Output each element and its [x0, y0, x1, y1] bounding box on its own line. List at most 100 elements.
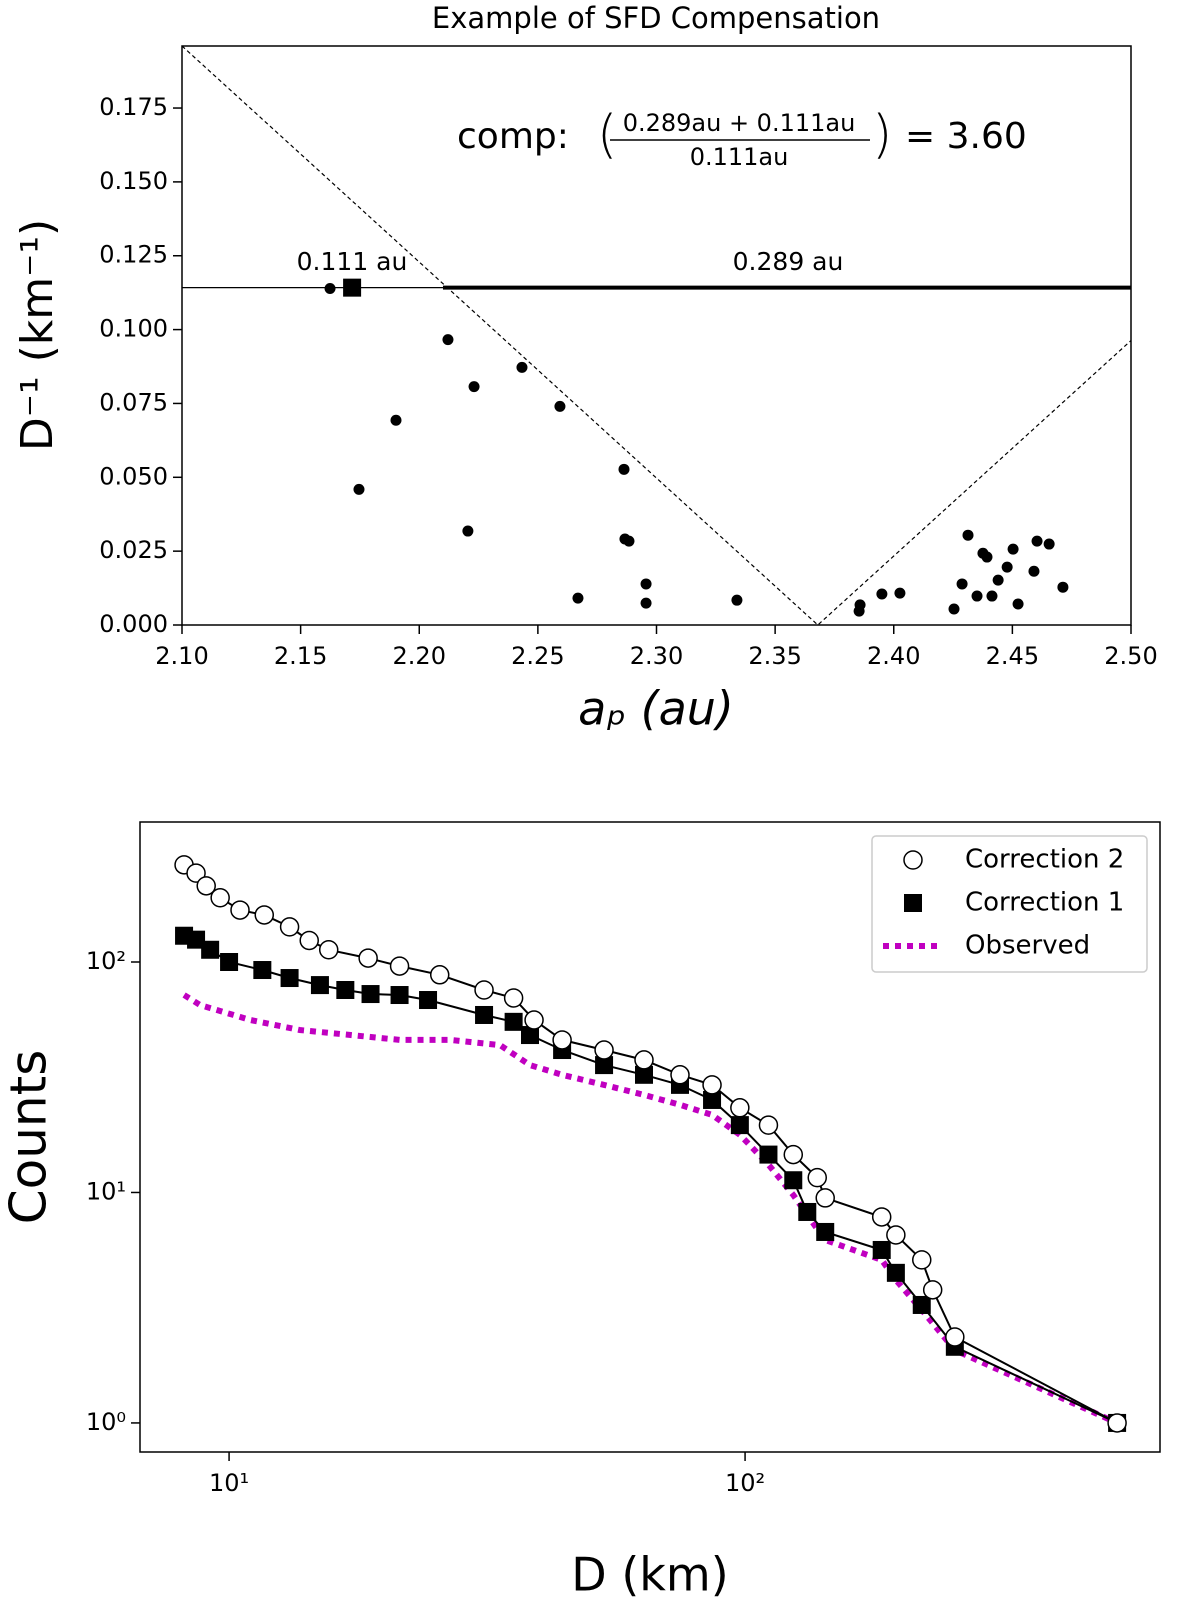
- x-tick-label: 10²: [725, 1469, 765, 1497]
- y-tick-label: 0.150: [99, 167, 168, 195]
- x-tick-label: 2.30: [630, 642, 683, 670]
- formula-paren: ): [872, 105, 892, 165]
- data-point: [1107, 1413, 1127, 1433]
- data-point: [554, 400, 566, 412]
- legend-marker: [903, 850, 923, 870]
- data-point: [389, 956, 410, 976]
- series-line: [182, 992, 1119, 1426]
- data-point: [462, 525, 474, 537]
- y-tick-label: 0.075: [99, 388, 168, 416]
- legend-box: [871, 835, 1148, 973]
- data-point: [474, 980, 494, 1000]
- data-point: [640, 597, 652, 609]
- y-tick-label: 0.125: [99, 241, 168, 269]
- x-tick-label: 2.15: [274, 642, 327, 670]
- legend-marker: [904, 894, 922, 912]
- data-point: [220, 952, 239, 971]
- data-point: [280, 969, 299, 988]
- x-tick-label: 2.50: [1104, 642, 1157, 670]
- data-point: [468, 381, 480, 393]
- data-point: [635, 1065, 654, 1084]
- data-point: [196, 876, 216, 896]
- formula-numerator: 0.289au + 0.111au: [623, 109, 856, 137]
- data-point: [731, 594, 743, 606]
- data-point: [1001, 561, 1013, 573]
- data-point: [853, 605, 865, 617]
- data-point: [992, 574, 1004, 586]
- y-tick-label: 10²: [86, 947, 126, 975]
- x-axis-label: D (km): [571, 1548, 728, 1602]
- data-point: [187, 930, 206, 949]
- data-point: [1031, 535, 1043, 547]
- data-point: [758, 1115, 779, 1135]
- data-point: [962, 529, 974, 541]
- data-point: [816, 1222, 835, 1241]
- data-point: [210, 888, 230, 908]
- x-tick-label: 2.10: [155, 642, 208, 670]
- formula-lead: comp:: [457, 116, 569, 157]
- data-point: [807, 1167, 827, 1188]
- data-point: [572, 592, 584, 604]
- data-point: [595, 1056, 614, 1075]
- data-point: [640, 578, 652, 590]
- data-point: [948, 603, 960, 615]
- data-point: [358, 948, 378, 968]
- x-tick-label: 2.45: [986, 642, 1039, 670]
- data-point: [1028, 565, 1040, 577]
- legend-label: Correction 2: [965, 845, 1124, 875]
- x-axis-label: aₚ (au): [578, 682, 734, 736]
- data-point: [886, 1263, 905, 1282]
- data-point: [894, 587, 906, 599]
- data-point: [1057, 581, 1069, 593]
- data-point: [310, 976, 329, 995]
- legend-label: Correction 1: [965, 888, 1124, 918]
- data-point: [516, 361, 528, 373]
- data-point: [1007, 543, 1019, 555]
- data-point: [956, 578, 968, 590]
- data-point: [784, 1171, 803, 1190]
- data-point: [730, 1116, 749, 1135]
- data-point: [1043, 538, 1055, 550]
- data-point: [390, 414, 402, 426]
- y-tick-label: 10⁰: [86, 1408, 126, 1436]
- data-point: [343, 278, 362, 297]
- y-tick-label: 0.050: [99, 462, 168, 490]
- x-tick-label: 2.25: [511, 642, 564, 670]
- data-point: [886, 1225, 906, 1245]
- data-point: [201, 940, 220, 959]
- data-point: [324, 283, 336, 295]
- reference-line: [181, 45, 1132, 626]
- data-point: [419, 991, 438, 1010]
- x-tick-label: 10¹: [209, 1469, 249, 1497]
- data-point: [945, 1327, 965, 1347]
- data-point: [971, 590, 983, 602]
- data-point: [703, 1090, 722, 1109]
- y-axis-label: Counts: [0, 1050, 58, 1225]
- plot-frame: [139, 821, 1161, 1453]
- data-point: [429, 965, 450, 985]
- data-point: [475, 1005, 494, 1024]
- y-tick-label: 0.025: [99, 536, 168, 564]
- data-point: [230, 900, 250, 920]
- data-point: [552, 1030, 572, 1050]
- data-point: [521, 1026, 540, 1045]
- data-point: [353, 483, 365, 495]
- data-point: [912, 1250, 932, 1270]
- data-point: [1012, 598, 1024, 610]
- data-point: [279, 917, 300, 937]
- data-point: [798, 1202, 817, 1221]
- data-point: [815, 1188, 835, 1208]
- x-tick-label: 2.35: [748, 642, 801, 670]
- data-point: [634, 1050, 654, 1070]
- data-point: [876, 588, 888, 600]
- data-point: [336, 980, 355, 999]
- data-point: [524, 1010, 544, 1030]
- y-tick-label: 10¹: [86, 1177, 126, 1205]
- y-tick-label: 0.175: [99, 93, 168, 121]
- annotation: 0.289 au: [733, 247, 844, 276]
- data-point: [981, 551, 993, 563]
- data-point: [759, 1145, 778, 1164]
- formula-denominator: 0.111au: [690, 143, 789, 171]
